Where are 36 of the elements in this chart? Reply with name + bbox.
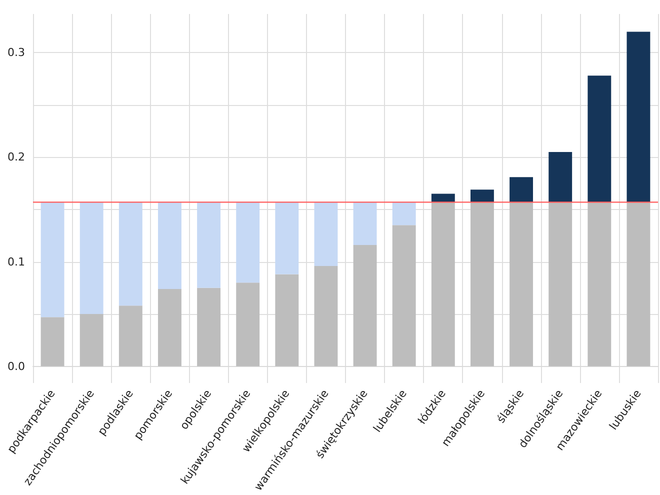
bar (431, 202, 455, 366)
bar (197, 288, 220, 366)
y-tick-label: 0.2 (8, 150, 25, 164)
bar (548, 202, 572, 366)
bar (392, 202, 416, 226)
bar (80, 202, 104, 314)
bar (626, 32, 650, 202)
bar (548, 152, 572, 202)
bar (118, 202, 142, 306)
bar (158, 202, 182, 289)
bar (510, 177, 533, 202)
bar (431, 194, 455, 202)
bar (314, 202, 338, 266)
bar (158, 288, 182, 366)
bar (197, 202, 220, 288)
bar (40, 317, 64, 366)
bar (626, 202, 650, 366)
bar (275, 202, 299, 274)
y-tick-label: 0.3 (8, 46, 25, 60)
bar (236, 282, 260, 366)
bar (80, 314, 104, 366)
bar (314, 266, 338, 366)
y-tick-label: 0.1 (8, 255, 25, 268)
bar (40, 202, 64, 318)
bar (588, 76, 612, 202)
bar (275, 274, 299, 366)
bar (353, 245, 377, 366)
bar (392, 225, 416, 366)
bar (588, 202, 612, 366)
bar (470, 190, 494, 202)
bar (236, 202, 260, 283)
bar (510, 202, 533, 366)
y-tick-label: 0.0 (8, 360, 25, 373)
bar (353, 202, 377, 246)
bar (118, 306, 142, 366)
bar (470, 202, 494, 366)
